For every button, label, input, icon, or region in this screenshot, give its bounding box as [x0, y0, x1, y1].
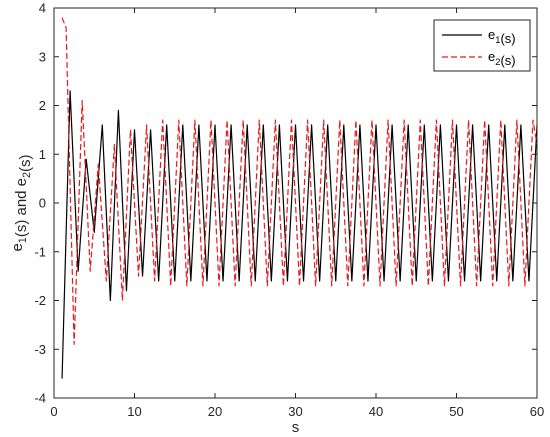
- y-tick-label: -4: [34, 391, 46, 406]
- legend: e1(s) e2(s): [433, 19, 531, 72]
- y-tick-label: -2: [34, 293, 46, 308]
- legend-label-e1: e1(s): [488, 27, 516, 46]
- x-tick-label: 40: [369, 404, 383, 419]
- x-tick-label: 60: [530, 404, 544, 419]
- y-tick-label: 2: [39, 98, 46, 113]
- y-tick-label: 3: [39, 49, 46, 64]
- y-tick-label: 4: [39, 1, 46, 16]
- series-layer: [61, 17, 538, 379]
- x-tick-label: 20: [208, 404, 222, 419]
- y-tick-label: 0: [39, 196, 46, 211]
- legend-label-e2: e2(s): [488, 49, 516, 68]
- y-axis-label: e1(s) and e2(s): [9, 154, 34, 251]
- y-tick-label: -1: [34, 244, 46, 259]
- series-line-1: [61, 90, 538, 379]
- x-tick-label: 50: [449, 404, 463, 419]
- y-tick-label: 1: [39, 147, 46, 162]
- x-axis-label: s: [292, 419, 300, 436]
- x-axis: 0 10 20 30 40 50 60: [50, 8, 544, 419]
- x-tick-label: 10: [127, 404, 141, 419]
- legend-box: [433, 19, 531, 72]
- y-axis: -4 -3 -2 -1 0 1 2 3 4: [34, 1, 537, 406]
- series-line-2: [61, 17, 538, 345]
- x-tick-label: 30: [288, 404, 302, 419]
- x-tick-label: 0: [50, 404, 57, 419]
- plot-frame: [53, 7, 538, 399]
- y-tick-label: -3: [34, 342, 46, 357]
